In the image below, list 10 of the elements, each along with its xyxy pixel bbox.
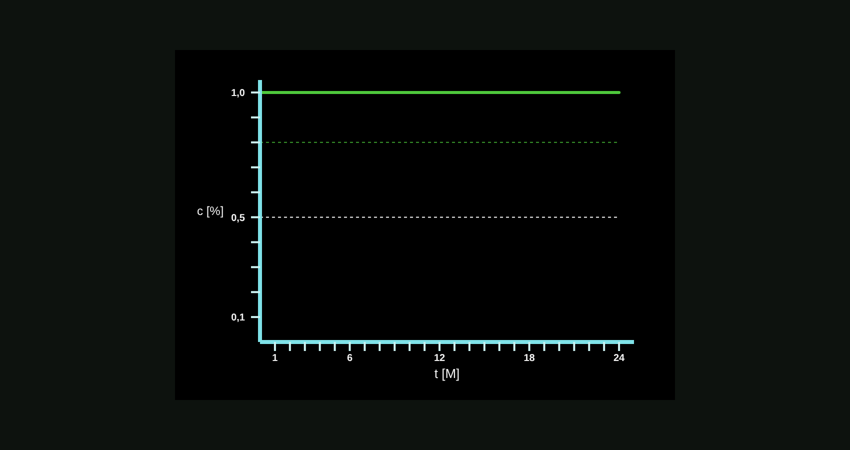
y-axis-title: c [%] xyxy=(197,204,224,218)
y-tick-label: 1,0 xyxy=(231,88,246,100)
x-tick-label: 24 xyxy=(613,353,626,364)
x-tick-label: 12 xyxy=(434,353,446,364)
x-tick-label: 1 xyxy=(272,353,278,364)
x-tick-label: 6 xyxy=(346,353,353,364)
y-tick-label: 0,1 xyxy=(231,312,246,324)
x-axis-title: t [M] xyxy=(434,366,460,381)
y-tick-label: 0,5 xyxy=(231,212,246,224)
x-tick-label: 18 xyxy=(524,353,536,364)
